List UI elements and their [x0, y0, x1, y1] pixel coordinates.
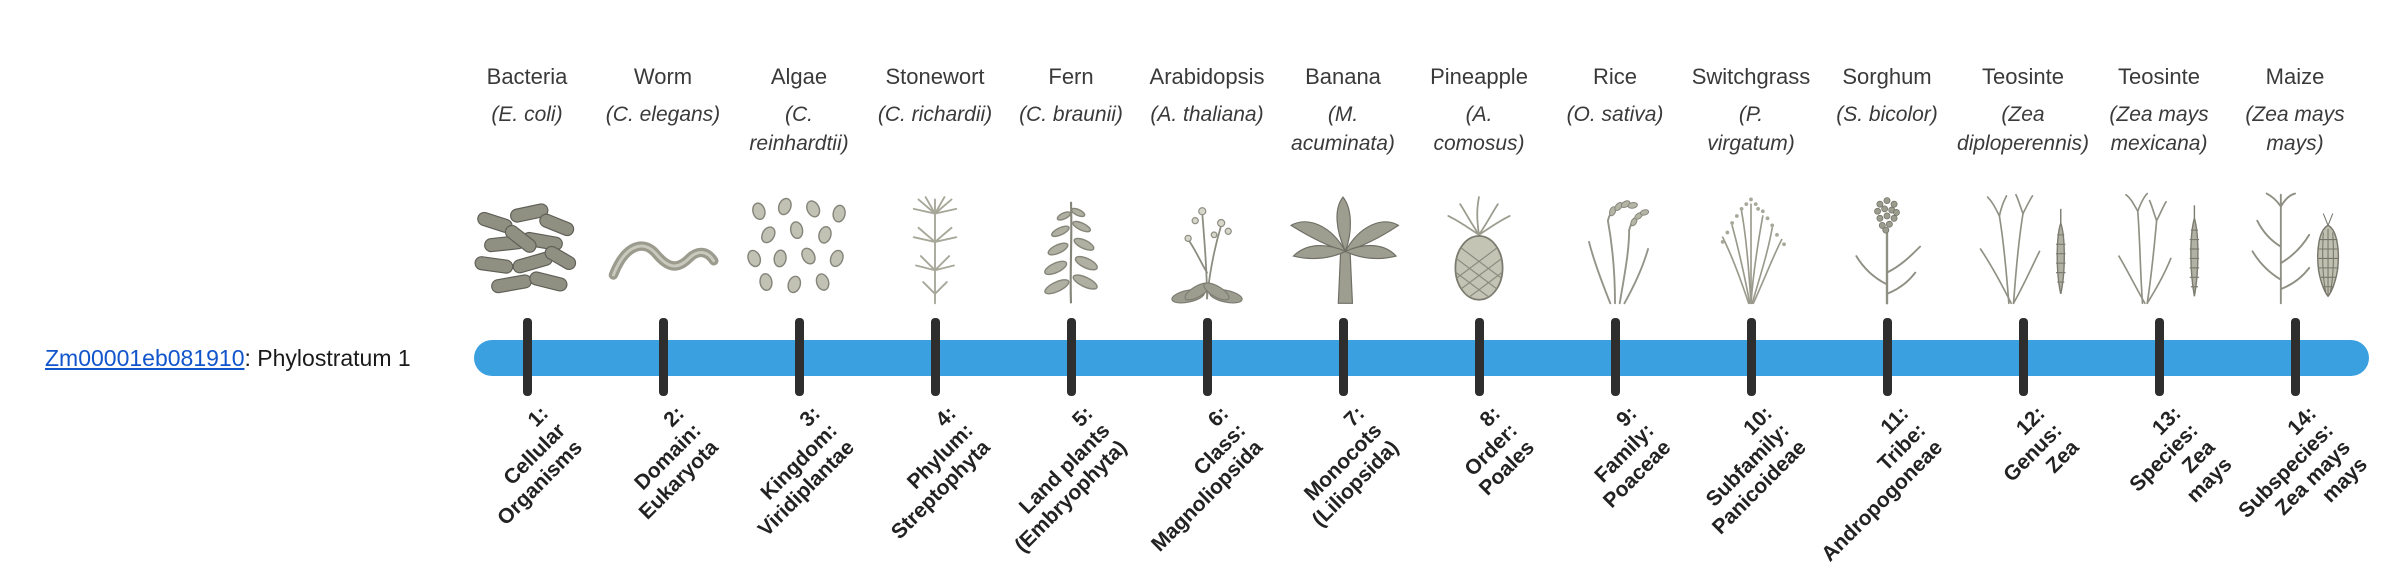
timeline-tick	[1338, 318, 1348, 396]
timeline-tick	[1610, 318, 1620, 396]
organism-species: (O. sativa)	[1566, 103, 1664, 126]
organism-icon-box	[1948, 168, 2098, 308]
pineapple-icon	[1420, 176, 1538, 308]
organism-name: Arabidopsis	[1149, 64, 1265, 89]
organism-name: Stonewort	[885, 64, 985, 89]
organism-column-9: Rice (O. sativa)	[1540, 0, 1690, 580]
timeline-tick	[1066, 318, 1076, 396]
timeline-tick	[1882, 318, 1892, 396]
timeline-tick	[930, 318, 940, 396]
organism-column-5: Fern (C. braunii)	[996, 0, 1146, 580]
organism-icon-box	[452, 168, 602, 308]
timeline-tick	[2154, 318, 2164, 396]
organism-name: Pineapple	[1430, 64, 1528, 89]
organism-icon-box	[1812, 168, 1962, 308]
banana-icon	[1284, 176, 1402, 308]
organism-icon-box	[1132, 168, 1282, 308]
organism-column-13: Teosinte (Zea mays mexicana)	[2084, 0, 2234, 580]
organism-name: Sorghum	[1842, 64, 1932, 89]
organism-column-1: Bacteria (E. coli)	[452, 0, 602, 580]
organism-icon-box	[1404, 168, 1554, 308]
maize-icon	[2236, 176, 2354, 308]
organism-species: (C. richardii)	[877, 103, 993, 126]
organism-name: Algae	[770, 64, 828, 89]
bacteria-icon	[468, 176, 586, 308]
teosinte-diploperennis-icon	[1964, 176, 2082, 308]
organism-species: (Zea mays mays)	[2245, 103, 2345, 155]
teosinte-mexicana-icon	[2100, 176, 2218, 308]
rice-icon	[1556, 176, 1674, 308]
organism-icon-box	[724, 168, 874, 308]
organism-column-10: Switchgrass (P. virgatum)	[1676, 0, 1826, 580]
organism-name: Bacteria	[486, 64, 568, 89]
organism-species: (C. braunii)	[1019, 103, 1123, 126]
gene-id-link[interactable]: Zm00001eb081910	[45, 345, 245, 371]
timeline-tick	[1474, 318, 1484, 396]
organism-column-11: Sorghum (S. bicolor)	[1812, 0, 1962, 580]
organism-icon-box	[588, 168, 738, 308]
organism-column-7: Banana (M. acuminata)	[1268, 0, 1418, 580]
organism-species: (P. virgatum)	[1707, 103, 1795, 155]
switchgrass-icon	[1692, 176, 1810, 308]
organism-column-3: Algae (C. reinhardtii)	[724, 0, 874, 580]
organism-name: Worm	[633, 64, 693, 89]
organism-name: Teosinte	[2118, 64, 2200, 89]
organism-icon-box	[2220, 168, 2370, 308]
timeline-tick	[658, 318, 668, 396]
timeline-tick	[2018, 318, 2028, 396]
timeline-tick	[794, 318, 804, 396]
organism-name: Banana	[1305, 64, 1381, 89]
organism-name: Teosinte	[1982, 64, 2064, 89]
organism-species: (C. reinhardtii)	[749, 103, 849, 155]
organism-species: (C. elegans)	[605, 103, 721, 126]
organism-species: (S. bicolor)	[1836, 103, 1938, 126]
organism-name: Maize	[2265, 64, 2325, 89]
organism-column-14: Maize (Zea mays mays)	[2220, 0, 2370, 580]
timeline-tick	[522, 318, 532, 396]
organism-icon-box	[1268, 168, 1418, 308]
organism-column-6: Arabidopsis (A. thaliana)	[1132, 0, 1282, 580]
organism-icon-box	[2084, 168, 2234, 308]
organism-column-12: Teosinte (Zea diploperennis)	[1948, 0, 2098, 580]
arabidopsis-icon	[1148, 176, 1266, 308]
organism-species: (Zea mays mexicana)	[2109, 103, 2209, 155]
stonewort-icon	[876, 176, 994, 308]
organism-species: (A. comosus)	[1433, 103, 1525, 155]
organism-species: (A. thaliana)	[1150, 103, 1264, 126]
organism-column-8: Pineapple (A. comosus)	[1404, 0, 1554, 580]
organism-column-2: Worm (C. elegans)	[588, 0, 738, 580]
organism-icon-box	[996, 168, 1146, 308]
organism-species: (Zea diploperennis)	[1957, 103, 2089, 155]
organism-icon-box	[1676, 168, 1826, 308]
timeline-tick	[1202, 318, 1212, 396]
organism-name: Rice	[1592, 64, 1637, 89]
timeline-bar	[474, 340, 2369, 376]
timeline-tick	[1746, 318, 1756, 396]
fern-icon	[1012, 176, 1130, 308]
organism-species: (M. acuminata)	[1291, 103, 1395, 155]
algae-icon	[740, 176, 858, 308]
organism-icon-box	[860, 168, 1010, 308]
organism-name: Fern	[1048, 64, 1094, 89]
sorghum-icon	[1828, 176, 1946, 308]
timeline-tick	[2290, 318, 2300, 396]
worm-icon	[604, 176, 722, 308]
gene-label-suffix: : Phylostratum 1	[244, 345, 411, 371]
gene-label: Zm00001eb081910: Phylostratum 1	[45, 344, 411, 372]
organism-icon-box	[1540, 168, 1690, 308]
organism-name: Switchgrass	[1691, 64, 1811, 89]
organism-column-4: Stonewort (C. richardii)	[860, 0, 1010, 580]
organism-species: (E. coli)	[491, 103, 563, 126]
